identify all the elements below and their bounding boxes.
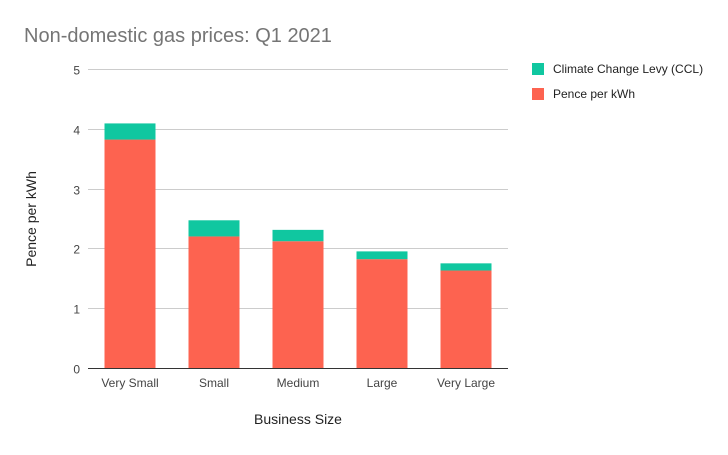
y-tick-label: 5 [73,64,80,78]
y-tick-label: 2 [73,243,80,257]
x-tick-label: Very Large [437,376,495,390]
y-axis-label: Pence per kWh [23,171,39,267]
x-axis-ticks: Very Small Small Medium Large Very Large [101,376,495,390]
bar-ccl [188,220,240,237]
y-tick-label: 1 [73,303,80,317]
x-tick-label: Small [199,376,229,390]
x-tick-label: Medium [277,376,320,390]
x-tick-label: Large [367,376,398,390]
legend-swatch [532,63,544,75]
bars [104,123,492,368]
legend-label: Climate Change Levy (CCL) [553,62,703,76]
bar-pence-per-kwh [440,270,492,368]
bar-pence-per-kwh [356,259,408,368]
x-axis-label: Business Size [254,411,342,427]
y-tick-label: 4 [73,124,80,138]
legend: Climate Change Levy (CCL) Pence per kWh [532,62,703,101]
bar-pence-per-kwh [104,139,156,368]
chart-title: Non-domestic gas prices: Q1 2021 [24,25,332,47]
x-tick-label: Very Small [101,376,158,390]
bar-pence-per-kwh [272,241,324,368]
bar-ccl [272,229,324,242]
grid-lines [88,69,508,309]
bar-ccl [440,263,492,271]
y-tick-label: 3 [73,184,80,198]
y-tick-label: 0 [73,363,80,377]
legend-swatch [532,88,544,100]
bar-pence-per-kwh [188,236,240,368]
bar-ccl [356,251,408,260]
legend-label: Pence per kWh [553,87,635,101]
y-axis-ticks: 0 1 2 3 4 5 [73,64,80,377]
bar-ccl [104,123,156,140]
